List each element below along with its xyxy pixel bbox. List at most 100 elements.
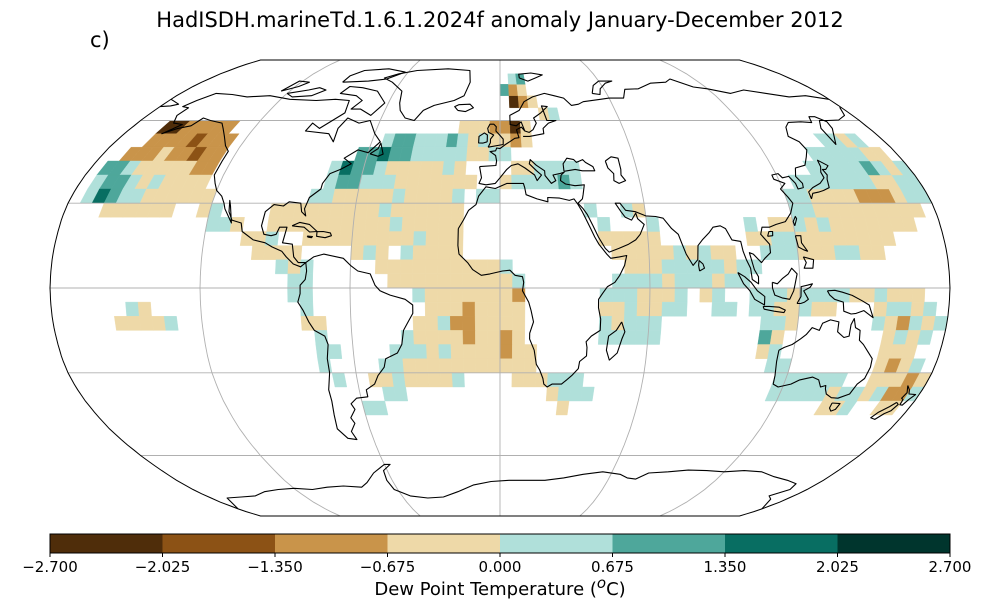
anomaly-cell — [649, 273, 663, 289]
anomaly-cell — [660, 245, 675, 260]
anomaly-cell — [623, 316, 638, 331]
anomaly-cell — [437, 287, 451, 303]
anomaly-cell — [885, 301, 900, 317]
coastline — [339, 85, 386, 116]
anomaly-cell — [908, 316, 924, 331]
anomaly-cell — [871, 245, 886, 260]
anomaly-cell — [886, 287, 901, 303]
anomaly-cell — [523, 358, 537, 373]
anomaly-cell — [376, 217, 391, 232]
anomaly-cell — [662, 273, 676, 289]
anomaly-cell — [811, 287, 826, 303]
coastline — [828, 402, 841, 412]
anomaly-cell — [674, 273, 688, 289]
anomaly-cell — [697, 245, 712, 260]
anomaly-cell — [637, 287, 651, 303]
colorbar-tick-label: −2.700 — [22, 558, 78, 576]
coastline — [161, 92, 381, 268]
coastline — [280, 80, 310, 92]
meridian-line — [659, 60, 801, 516]
anomaly-cell — [509, 120, 522, 134]
colorbar-tick-label: 2.025 — [816, 558, 859, 576]
anomaly-cell — [512, 330, 526, 345]
coastline — [899, 385, 917, 406]
anomaly-cell — [452, 174, 466, 190]
anomaly-cell — [511, 372, 525, 388]
anomaly-cell — [474, 287, 488, 303]
anomaly-cell — [647, 231, 662, 246]
anomaly-cell — [711, 287, 726, 303]
anomaly-cell — [871, 316, 886, 331]
anomaly-cell — [399, 273, 413, 289]
anomaly-cell — [711, 273, 726, 289]
anomaly-cell — [363, 231, 378, 246]
anomaly-cell — [773, 301, 788, 317]
anomaly-cell — [389, 217, 403, 232]
anomaly-cell — [449, 245, 464, 260]
anomaly-cell — [399, 259, 414, 275]
anomaly-cell — [874, 287, 888, 303]
anomaly-cell — [462, 316, 476, 331]
map-title: HadISDH.marineTd.1.6.1.2024f anomaly Jan… — [156, 8, 844, 32]
anomaly-cell — [437, 259, 451, 275]
anomaly-cell — [636, 259, 651, 275]
anomaly-cell — [451, 203, 465, 218]
anomaly-cell — [315, 217, 330, 232]
colorbar-tick-label: −1.350 — [247, 558, 303, 576]
anomaly-cell — [401, 217, 416, 232]
anomaly-cell — [462, 301, 476, 317]
anomaly-cell — [163, 316, 179, 331]
anomaly-cell — [424, 273, 438, 289]
anomaly-cell — [611, 301, 626, 317]
anomaly-cell — [833, 245, 849, 260]
anomaly-cell — [897, 301, 913, 317]
anomaly-cell — [414, 203, 429, 218]
anomaly-cell — [403, 188, 418, 204]
anomaly-cell — [624, 287, 638, 303]
anomaly-cell — [911, 287, 926, 303]
panel-label: c) — [90, 28, 110, 52]
coastline — [771, 267, 798, 300]
anomaly-cell — [610, 231, 625, 246]
anomaly-cell — [499, 301, 513, 317]
colorbar-tick-label: 2.700 — [928, 558, 972, 576]
anomaly-cell — [367, 188, 383, 204]
anomaly-cell — [545, 386, 560, 402]
colorbar-swatch — [162, 534, 276, 553]
coastline — [306, 235, 313, 239]
anomaly-cell — [883, 316, 899, 331]
anomaly-cell — [487, 188, 501, 204]
anomaly-cell — [686, 273, 701, 289]
anomaly-cell — [379, 372, 395, 388]
anomaly-cell — [508, 84, 519, 96]
colorbar-label: Dew Point Temperature (oC) — [374, 574, 626, 600]
graticule — [50, 60, 950, 516]
anomaly-cell — [477, 147, 490, 162]
coastline — [518, 72, 543, 82]
anomaly-cell — [767, 344, 783, 359]
anomaly-cell — [846, 245, 862, 260]
anomaly-cell — [414, 358, 429, 373]
anomaly-cell — [417, 174, 432, 190]
anomaly-cell — [487, 273, 501, 289]
colorbar-swatch — [837, 534, 951, 553]
anomaly-cell — [512, 301, 526, 317]
anomaly-cell — [499, 120, 511, 134]
anomaly-cell — [810, 301, 825, 317]
anomaly-cell — [463, 358, 477, 373]
anomaly-cell — [391, 372, 406, 388]
anomaly-cell — [475, 358, 489, 373]
anomaly-cell — [624, 259, 638, 275]
anomaly-cell — [326, 231, 341, 246]
anomaly-cell — [699, 273, 713, 289]
anomaly-cell — [462, 344, 476, 359]
anomaly-cell — [438, 344, 452, 359]
anomaly-cell — [250, 245, 266, 260]
anomaly-cell — [449, 316, 464, 331]
anomaly-cell — [425, 245, 439, 260]
anomaly-cell — [557, 174, 571, 190]
colorbar-swatch — [500, 534, 613, 553]
anomaly-cell — [821, 245, 837, 260]
anomaly-cell — [387, 273, 401, 289]
